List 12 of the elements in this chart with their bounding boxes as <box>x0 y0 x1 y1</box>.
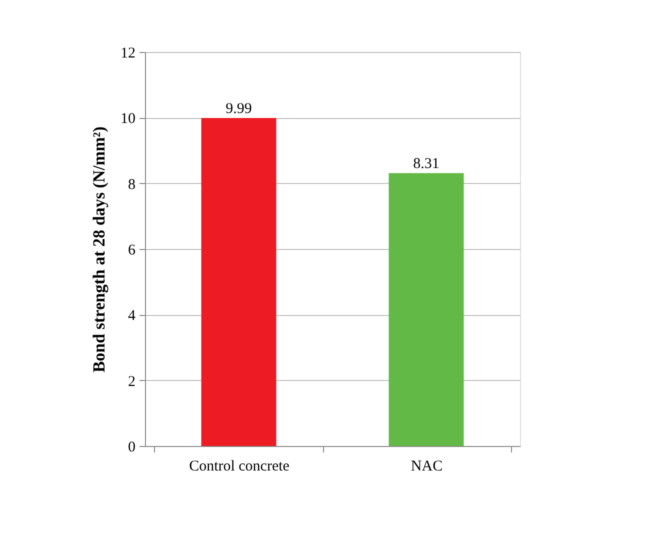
data-label: 8.31 <box>413 156 440 172</box>
data-label: 9.99 <box>226 100 252 117</box>
y-axis-title: Bond strength at 28 days (N/mm²) <box>90 126 108 373</box>
x-tick-label: NAC <box>410 458 443 474</box>
y-tick-label: 4 <box>128 308 136 324</box>
y-tick-label: 0 <box>128 440 136 456</box>
x-tick-label: Control concrete <box>189 458 290 474</box>
y-tick-label: 8 <box>128 176 136 193</box>
y-tick-label: 10 <box>120 111 136 128</box>
y-tick-label: 2 <box>128 374 136 390</box>
y-tick-label: 12 <box>120 46 136 62</box>
y-tick-label: 6 <box>128 242 136 258</box>
